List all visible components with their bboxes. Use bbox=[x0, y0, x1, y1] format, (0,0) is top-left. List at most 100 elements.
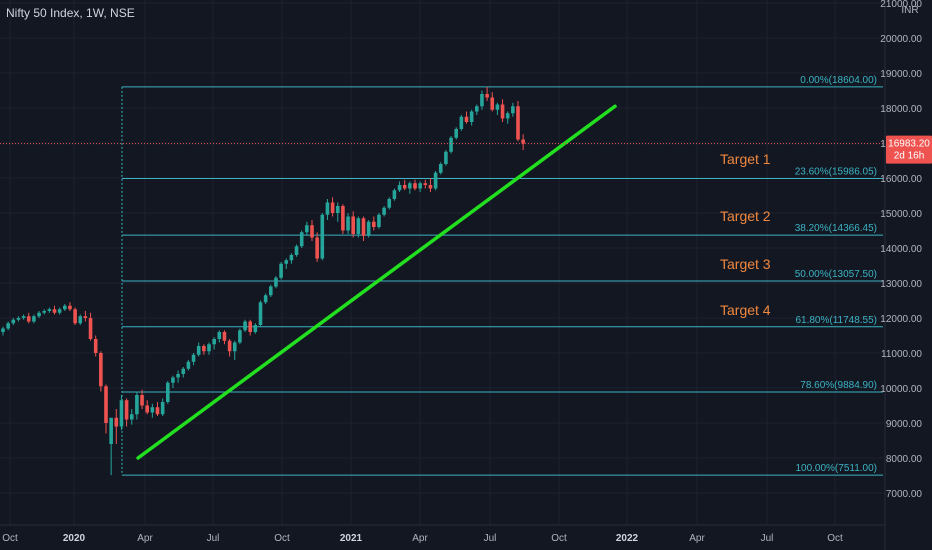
time-tick-label: Oct bbox=[551, 533, 567, 544]
price-tick-label: 14000.00 bbox=[880, 244, 922, 255]
candle-body bbox=[227, 340, 232, 352]
candle-body bbox=[145, 405, 149, 413]
candle-body bbox=[521, 139, 525, 144]
candle-body bbox=[433, 172, 438, 189]
fib-level-label: 100.00%(7511.00) bbox=[795, 463, 877, 474]
candle-body bbox=[366, 221, 371, 236]
candle-body bbox=[68, 305, 72, 310]
trendline[interactable] bbox=[136, 104, 617, 460]
candle-body bbox=[109, 417, 113, 444]
candle-body bbox=[392, 190, 397, 199]
candle-body bbox=[150, 407, 155, 413]
price-tick-label: 10000.00 bbox=[880, 384, 922, 395]
candle-body bbox=[274, 277, 278, 287]
time-tick-label: Oct bbox=[274, 533, 290, 544]
target-label: Target 2 bbox=[720, 208, 771, 224]
price-tick-label: 15000.00 bbox=[880, 209, 922, 220]
candle-body bbox=[356, 218, 361, 234]
candle-body bbox=[480, 94, 484, 107]
candle-body bbox=[140, 395, 144, 406]
candle-body bbox=[186, 361, 191, 369]
fib-level-label: 61.80%(11748.55) bbox=[795, 315, 877, 326]
candle-body bbox=[248, 321, 252, 332]
candle-body bbox=[402, 185, 407, 189]
candle-body bbox=[37, 312, 41, 317]
candle-body bbox=[444, 151, 448, 164]
price-axis[interactable]: 7000.00 8000.00 9000.00 10000.00 11000.00 120… bbox=[880, 0, 932, 550]
candle-body bbox=[310, 225, 314, 238]
candle-body bbox=[325, 202, 330, 215]
candle-body bbox=[351, 216, 355, 234]
candle-body bbox=[196, 346, 201, 355]
candle-body bbox=[335, 206, 340, 213]
candle-body bbox=[464, 116, 469, 122]
time-tick-label: 2021 bbox=[340, 533, 363, 544]
price-tick-label: 18000.00 bbox=[880, 104, 922, 115]
candle-body bbox=[263, 295, 268, 303]
candle-body bbox=[202, 346, 206, 352]
candle-body bbox=[52, 309, 57, 313]
candle-body bbox=[124, 400, 129, 420]
time-tick-label: Jul bbox=[207, 533, 220, 544]
candle-body bbox=[469, 111, 474, 122]
candle-body bbox=[253, 325, 258, 332]
fib-retracement[interactable]: 0.00%(18604.00) 23.60%(15986.05) 38.20%(14… bbox=[121, 75, 883, 476]
candle-body bbox=[155, 407, 160, 415]
candle-body bbox=[1, 328, 5, 332]
candle-body bbox=[346, 216, 350, 231]
candle-body bbox=[490, 97, 495, 110]
candle-body bbox=[361, 218, 366, 236]
candle-body bbox=[500, 104, 505, 119]
candle-body bbox=[88, 318, 93, 339]
price-tick-label: 7000.00 bbox=[886, 489, 923, 500]
candle-body bbox=[330, 202, 335, 213]
candle-body bbox=[258, 302, 263, 325]
candle-body bbox=[454, 129, 458, 138]
time-tick-label: Oct bbox=[827, 533, 843, 544]
candle-body bbox=[63, 305, 67, 310]
price-tick-label: 11000.00 bbox=[881, 349, 922, 360]
candle-body bbox=[83, 316, 88, 318]
candle-body bbox=[73, 309, 77, 324]
candle-body bbox=[418, 183, 422, 189]
candlestick-series bbox=[1, 86, 525, 476]
price-tick-label: 21000.00 bbox=[880, 0, 922, 10]
symbol-title: Nifty 50 Index, 1W, NSE bbox=[6, 6, 135, 20]
candle-body bbox=[423, 183, 428, 185]
candle-body bbox=[166, 382, 170, 402]
candle-body bbox=[284, 260, 289, 264]
target-label: Target 3 bbox=[720, 256, 771, 272]
candle-body bbox=[16, 318, 21, 320]
candle-body bbox=[387, 199, 392, 208]
candle-body bbox=[315, 237, 319, 259]
candle-body bbox=[505, 113, 510, 119]
candle-body bbox=[32, 316, 36, 322]
candle-body bbox=[413, 183, 417, 189]
candle-body bbox=[382, 207, 386, 215]
candle-body bbox=[299, 232, 304, 247]
time-axis[interactable]: Oct 2020 Apr Jul Oct 2021 Apr Jul Oct 2022 Apr Jul O… bbox=[0, 524, 885, 544]
candle-body bbox=[160, 402, 165, 415]
candle-body bbox=[181, 368, 186, 374]
candle-body bbox=[207, 344, 211, 352]
time-tick-label: Apr bbox=[412, 533, 428, 544]
time-tick-label: 2022 bbox=[616, 533, 639, 544]
candle-body bbox=[42, 311, 46, 313]
fib-level-label: 78.60%(9884.90) bbox=[800, 380, 877, 391]
candle-body bbox=[176, 374, 180, 378]
candle-body bbox=[99, 353, 103, 387]
candle-body bbox=[243, 321, 247, 331]
candle-body bbox=[289, 255, 294, 261]
candle-body bbox=[222, 332, 227, 341]
fib-level-label: 0.00%(18604.00) bbox=[800, 75, 877, 86]
candle-body bbox=[279, 263, 283, 278]
time-tick-label: Oct bbox=[2, 533, 18, 544]
candle-body bbox=[129, 414, 134, 420]
currency-label: INR bbox=[901, 5, 919, 16]
trendline-segment bbox=[136, 104, 617, 460]
price-tick-label: 16000.00 bbox=[880, 174, 922, 185]
candle-body bbox=[438, 164, 443, 173]
price-tick-label: 19000.00 bbox=[880, 69, 922, 80]
time-tick-label: 2020 bbox=[63, 533, 86, 544]
